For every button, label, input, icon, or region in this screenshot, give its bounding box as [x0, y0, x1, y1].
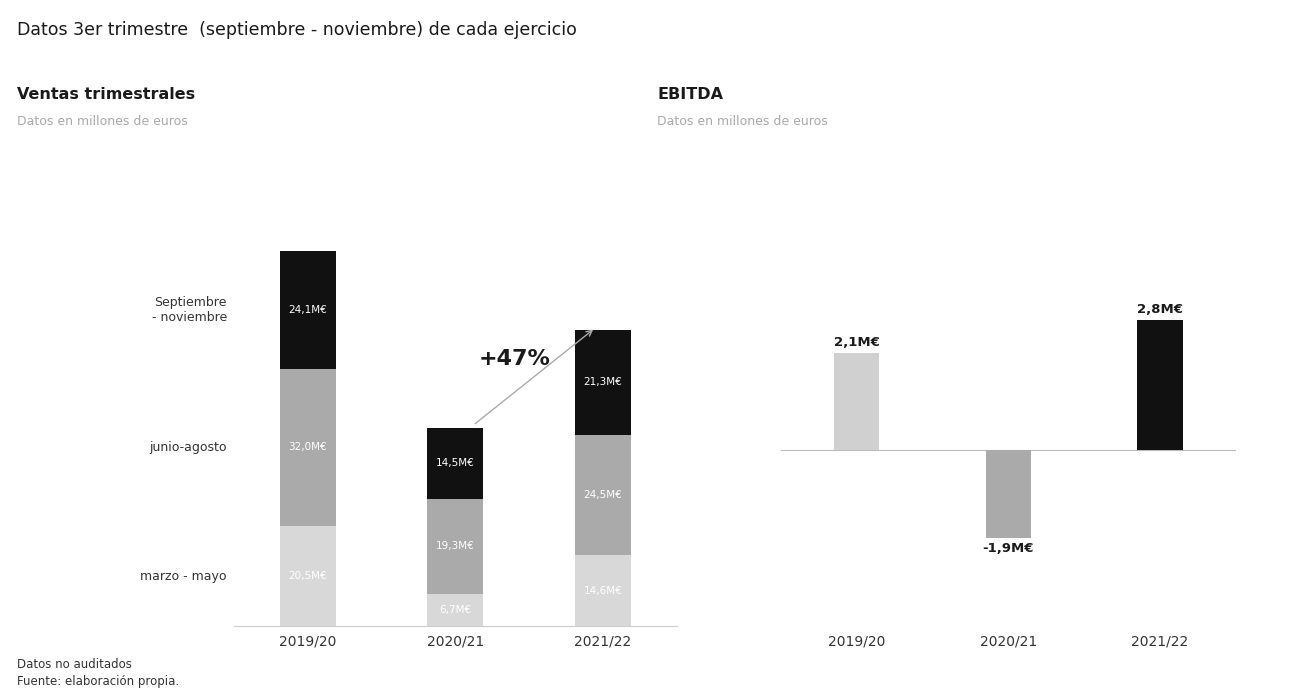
Bar: [280, 251, 336, 369]
Text: marzo - mayo: marzo - mayo: [141, 569, 226, 583]
Bar: [280, 526, 336, 626]
Bar: [427, 499, 484, 594]
Bar: [427, 594, 484, 626]
Text: Septiembre
- noviembre: Septiembre - noviembre: [151, 296, 226, 324]
Text: 2,8M€: 2,8M€: [1137, 303, 1183, 317]
Bar: [1137, 320, 1183, 450]
Text: 24,5M€: 24,5M€: [583, 490, 622, 500]
Text: 19,3M€: 19,3M€: [436, 541, 475, 551]
Text: Datos en millones de euros: Datos en millones de euros: [657, 115, 827, 128]
Text: Datos no auditados: Datos no auditados: [17, 658, 131, 671]
Bar: [834, 353, 879, 450]
Text: Datos 3er trimestre  (septiembre - noviembre) de cada ejercicio: Datos 3er trimestre (septiembre - noviem…: [17, 21, 576, 39]
Text: 32,0M€: 32,0M€: [289, 443, 328, 452]
Text: Datos en millones de euros: Datos en millones de euros: [17, 115, 187, 128]
Text: junio-agosto: junio-agosto: [150, 441, 226, 454]
Text: -1,9M€: -1,9M€: [982, 542, 1034, 555]
Bar: [575, 330, 631, 435]
Bar: [575, 555, 631, 626]
Text: 24,1M€: 24,1M€: [289, 305, 328, 315]
Bar: [575, 435, 631, 555]
Text: +47%: +47%: [479, 349, 550, 370]
Text: 20,5M€: 20,5M€: [289, 571, 328, 581]
Text: 2,1M€: 2,1M€: [834, 336, 879, 349]
Text: 6,7M€: 6,7M€: [440, 605, 471, 615]
Text: 14,6M€: 14,6M€: [583, 585, 622, 596]
Bar: [427, 428, 484, 499]
Text: Fuente: elaboración propia.: Fuente: elaboración propia.: [17, 675, 180, 688]
Text: 14,5M€: 14,5M€: [436, 459, 475, 468]
Bar: [986, 450, 1030, 538]
Text: EBITDA: EBITDA: [657, 87, 723, 102]
Text: Ventas trimestrales: Ventas trimestrales: [17, 87, 195, 102]
Bar: [280, 369, 336, 526]
Text: 21,3M€: 21,3M€: [583, 377, 622, 388]
